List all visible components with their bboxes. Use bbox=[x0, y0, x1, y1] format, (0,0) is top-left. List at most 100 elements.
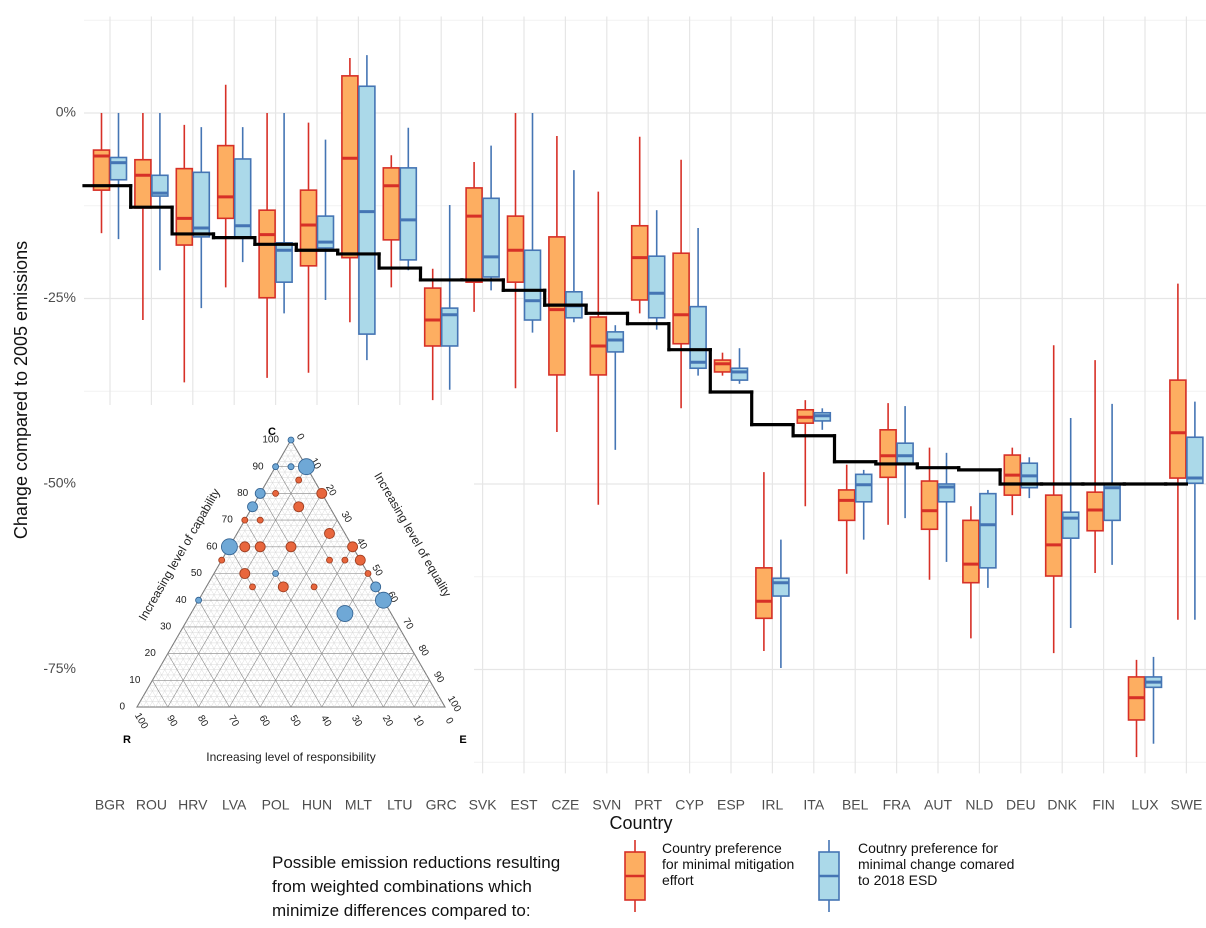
box bbox=[962, 519, 980, 584]
ternary-grid-line bbox=[167, 466, 307, 708]
box bbox=[465, 187, 483, 283]
ternary-point bbox=[370, 581, 382, 593]
ternary-minor-grid bbox=[201, 594, 267, 708]
x-tick-label: FRA bbox=[883, 797, 912, 813]
box bbox=[630, 224, 649, 301]
capability-tick-label: 40 bbox=[175, 595, 187, 606]
ternary-point bbox=[249, 583, 256, 591]
ternary-minor-grid bbox=[207, 584, 279, 708]
box bbox=[151, 174, 169, 197]
ternary-grid-line bbox=[352, 626, 400, 708]
box bbox=[258, 209, 276, 299]
ternary-minor-grid bbox=[346, 621, 396, 708]
ternary-point bbox=[254, 541, 266, 553]
x-tick-label: ROU bbox=[136, 797, 167, 813]
ternary-point bbox=[316, 487, 328, 499]
ternary-minor-grid bbox=[204, 589, 273, 708]
ternary-minor-grid bbox=[219, 562, 304, 708]
responsibility-tick-label: 30 bbox=[349, 714, 364, 730]
x-tick-label: HRV bbox=[178, 797, 208, 813]
ternary-minor-grid bbox=[142, 696, 150, 708]
ternary-point bbox=[285, 541, 297, 553]
box bbox=[689, 305, 707, 370]
ternary-grid-line bbox=[182, 626, 230, 708]
x-tick-label: NLD bbox=[965, 797, 993, 813]
box bbox=[316, 215, 335, 249]
y-axis-title: Change compared to 2005 emissions bbox=[11, 241, 31, 539]
ternary-minor-grid bbox=[327, 605, 387, 708]
x-tick-label: CYP bbox=[675, 797, 704, 813]
ternary-minor-grid bbox=[309, 589, 378, 708]
ternary-minor-grid bbox=[139, 701, 144, 708]
x-tick-label: SVN bbox=[592, 797, 621, 813]
capability-tick-label: 0 bbox=[119, 702, 125, 713]
box bbox=[647, 255, 666, 319]
ternary-minor-grid bbox=[223, 557, 310, 708]
box bbox=[175, 167, 194, 246]
y-tick-label: 0% bbox=[56, 104, 76, 120]
equality-tick-label: 50 bbox=[369, 563, 384, 579]
x-tick-label: EST bbox=[510, 797, 538, 813]
ternary-minor-grid bbox=[438, 701, 443, 708]
x-tick-label: BGR bbox=[95, 797, 125, 813]
equality-tick-label: 80 bbox=[416, 643, 431, 659]
capability-tick-label: 60 bbox=[206, 541, 218, 552]
box bbox=[1044, 494, 1063, 577]
box bbox=[1103, 483, 1121, 522]
ternary-grid-line bbox=[213, 573, 292, 708]
x-tick-label: DNK bbox=[1047, 797, 1077, 813]
corner-label: C bbox=[268, 426, 276, 438]
ternary-minor-grid bbox=[250, 509, 366, 708]
ternary-point bbox=[239, 568, 251, 579]
box bbox=[382, 167, 401, 241]
box bbox=[672, 252, 690, 345]
ternary-minor-grid bbox=[420, 685, 433, 708]
box bbox=[216, 144, 235, 220]
ternary-minor-grid bbox=[340, 616, 393, 708]
legend-label: Country preference for minimal mitigatio… bbox=[662, 840, 795, 888]
ternary-minor-grid bbox=[432, 696, 440, 708]
ternary-point bbox=[247, 501, 258, 513]
corner-label: R bbox=[123, 734, 131, 746]
ternary-minor-grid bbox=[364, 637, 406, 708]
ternary-minor-grid bbox=[189, 616, 242, 708]
x-tick-label: DEU bbox=[1006, 797, 1036, 813]
x-tick-label: PRT bbox=[634, 797, 662, 813]
box bbox=[879, 429, 897, 479]
ternary-point bbox=[254, 487, 266, 499]
box bbox=[730, 367, 749, 381]
ternary-minor-grid bbox=[272, 557, 359, 708]
x-tick-label: FIN bbox=[1092, 797, 1115, 813]
responsibility-tick-label: 20 bbox=[380, 714, 395, 730]
ternary-minor-grid bbox=[186, 621, 236, 708]
ternary-minor-grid bbox=[170, 648, 205, 708]
box bbox=[1061, 511, 1080, 539]
x-tick-label: CZE bbox=[551, 797, 579, 813]
ternary-minor-grid bbox=[164, 658, 193, 708]
ternary-point bbox=[347, 541, 359, 553]
legend-title: from weighted combinations which bbox=[272, 877, 532, 896]
ternary-minor-grid bbox=[358, 632, 403, 708]
responsibility-tick-label: 60 bbox=[257, 714, 272, 730]
x-axis-title: Country bbox=[609, 813, 672, 833]
ternary-grid-line bbox=[321, 600, 384, 708]
ternary-minor-grid bbox=[303, 584, 375, 708]
ternary-point bbox=[272, 463, 280, 471]
x-tick-label: BEL bbox=[842, 797, 869, 813]
capability-tick-label: 80 bbox=[237, 488, 249, 499]
box bbox=[713, 359, 732, 373]
box bbox=[772, 577, 790, 597]
legend-title: minimize differences compared to: bbox=[272, 901, 531, 920]
responsibility-tick-label: 80 bbox=[195, 714, 210, 730]
ternary-minor-grid bbox=[149, 685, 162, 708]
box bbox=[837, 489, 856, 522]
ternary-point bbox=[195, 596, 203, 604]
capability-tick-label: 70 bbox=[222, 515, 234, 526]
legend-title: Possible emission reductions resulting bbox=[272, 853, 560, 872]
ternary-grid-line bbox=[167, 653, 199, 708]
box bbox=[341, 75, 359, 259]
x-tick-label: MLT bbox=[345, 797, 372, 813]
corner-label: E bbox=[459, 734, 466, 746]
ternary-minor-grid bbox=[389, 658, 418, 708]
